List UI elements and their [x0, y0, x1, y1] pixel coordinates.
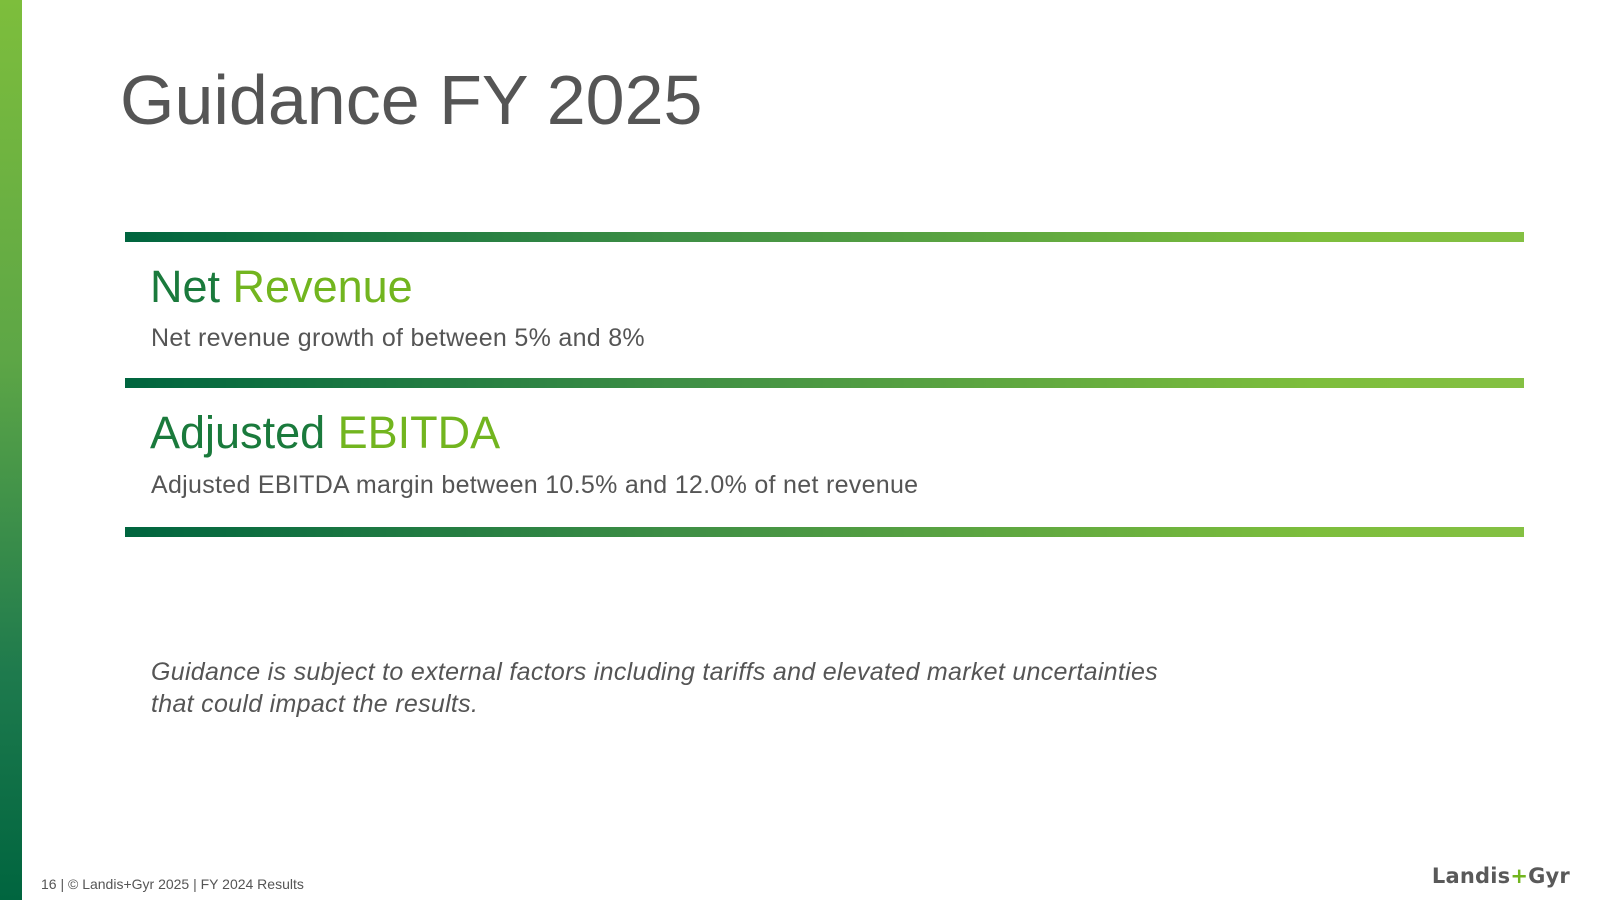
landis-gyr-logo: Landis+Gyr: [1432, 864, 1570, 888]
adjusted-ebitda-heading-part2: EBITDA: [337, 407, 501, 458]
divider-bottom: [125, 527, 1524, 537]
adjusted-ebitda-text: Adjusted EBITDA margin between 10.5% and…: [151, 471, 919, 499]
disclaimer-line-1: Guidance is subject to external factors …: [151, 658, 1158, 686]
side-accent-bar: [0, 0, 22, 900]
adjusted-ebitda-heading: Adjusted EBITDA: [150, 408, 500, 458]
footer-text: 16 | © Landis+Gyr 2025 | FY 2024 Results: [41, 876, 304, 892]
disclaimer-line-2: that could impact the results.: [151, 690, 479, 718]
guidance-disclaimer: Guidance is subject to external factors …: [151, 656, 1351, 720]
divider-middle: [125, 378, 1524, 388]
net-revenue-heading: Net Revenue: [150, 262, 413, 312]
logo-part-1: Landis: [1431, 864, 1511, 888]
net-revenue-text: Net revenue growth of between 5% and 8%: [151, 324, 645, 352]
logo-plus-sign: +: [1510, 864, 1529, 888]
slide-title: Guidance FY 2025: [120, 61, 703, 139]
adjusted-ebitda-heading-part1: Adjusted: [150, 407, 326, 458]
net-revenue-heading-part1: Net: [150, 261, 221, 312]
logo-part-2: Gyr: [1528, 864, 1570, 888]
net-revenue-heading-part2: Revenue: [232, 261, 413, 312]
divider-top: [125, 232, 1524, 242]
